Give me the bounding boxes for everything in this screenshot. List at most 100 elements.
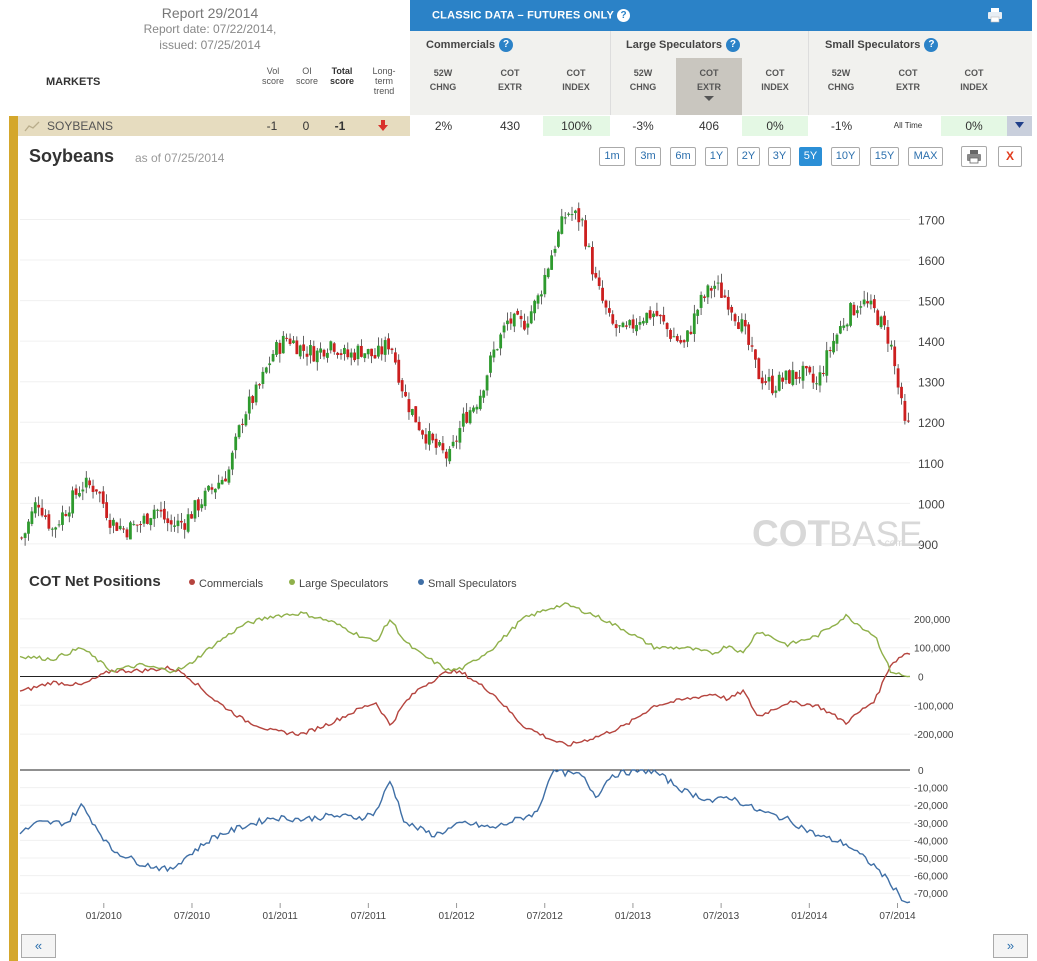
as-of-date: as of 07/25/2014 — [135, 151, 225, 165]
candle-body — [397, 359, 401, 383]
candle-body — [842, 325, 846, 328]
candle-body — [733, 314, 737, 322]
legend[interactable]: Commercials Large Speculators Small Spec… — [189, 578, 517, 590]
next-button[interactable]: » — [993, 934, 1028, 958]
candle-body — [577, 208, 581, 223]
candle-body — [526, 323, 530, 328]
candle-body — [648, 310, 652, 319]
prev-button[interactable]: « — [21, 934, 56, 958]
x-tick-label: 01/2010 — [86, 911, 123, 922]
commercials-line — [19, 652, 911, 747]
timeframe-6m[interactable]: 6m — [670, 147, 696, 166]
candle-body — [563, 217, 567, 219]
expand-toggle[interactable] — [1007, 116, 1032, 136]
candle-body — [821, 372, 825, 375]
candle-body — [818, 372, 822, 386]
timeframe-max[interactable]: MAX — [908, 147, 943, 166]
help-icon[interactable]: ? — [924, 38, 939, 52]
candle-body — [771, 375, 774, 394]
candle-body — [227, 469, 231, 483]
large-cot-index-header[interactable]: COT INDEX — [761, 68, 789, 92]
table-row[interactable] — [18, 116, 410, 136]
sort-down-icon[interactable] — [703, 95, 715, 102]
small-tick-label: -10,000 — [914, 784, 948, 795]
candle-body — [322, 349, 326, 357]
candle-body — [689, 331, 693, 334]
timeframe-2y[interactable]: 2Y — [737, 147, 760, 166]
candle-body — [825, 350, 829, 376]
candle-body — [801, 365, 805, 381]
report-title: Report 29/2014 — [161, 5, 259, 21]
candle-body — [692, 313, 696, 335]
candle-body — [20, 537, 24, 539]
candle-body — [475, 406, 479, 410]
candle-body — [254, 384, 258, 403]
candle-body — [414, 406, 418, 423]
candle-body — [815, 383, 818, 385]
help-icon[interactable]: ? — [499, 38, 514, 52]
net-lines — [19, 602, 911, 747]
candle-body — [302, 344, 306, 351]
candle-body — [883, 315, 886, 326]
timeframe-5y[interactable]: 5Y — [799, 147, 822, 166]
timeframe-3m[interactable]: 3m — [635, 147, 661, 166]
candle-body — [176, 520, 180, 527]
comm-cot-index-header[interactable]: COT INDEX — [562, 68, 590, 92]
candle-body — [750, 345, 754, 347]
trend-header: Long-term trend — [372, 66, 396, 96]
comm-52w-header[interactable]: 52W CHNG — [429, 68, 457, 92]
candle-body — [40, 507, 44, 516]
candle-body — [465, 411, 469, 423]
help-icon[interactable]: ? — [617, 9, 631, 22]
small-cot-index-header[interactable]: COT INDEX — [960, 68, 988, 92]
candle-body — [135, 524, 139, 526]
expand-down-icon[interactable] — [1007, 116, 1032, 136]
large-speculators-line — [19, 602, 911, 678]
candle-body — [217, 482, 221, 489]
candle-body — [696, 309, 700, 316]
large-cot-extr-header[interactable]: COT EXTR — [696, 68, 721, 92]
candle-body — [543, 274, 547, 295]
candle-body — [726, 296, 730, 310]
classic-data-title: CLASSIC DATA – FUTURES ONLY ? — [432, 9, 631, 22]
candle-body — [791, 370, 795, 385]
candle-body — [142, 515, 146, 524]
candle-body — [431, 433, 435, 441]
oi-score-header: OI score — [295, 66, 318, 86]
timeframe-3y[interactable]: 3Y — [768, 147, 791, 166]
timeframe-1m[interactable]: 1m — [599, 147, 625, 166]
candle-body — [567, 213, 571, 215]
close-button[interactable]: X — [998, 146, 1022, 167]
legend-large: Large Speculators — [299, 578, 389, 590]
timeframe-10y[interactable]: 10Y — [831, 147, 860, 166]
candle-body — [716, 282, 720, 284]
candle-body — [754, 349, 757, 360]
net-tick-label: 200,000 — [914, 615, 951, 626]
large-52w-header[interactable]: 52W CHNG — [629, 68, 657, 92]
help-icon[interactable]: ? — [725, 38, 740, 52]
candle-body — [879, 316, 883, 328]
small-lines — [19, 768, 911, 904]
small-cot-extr-header[interactable]: COT EXTR — [895, 68, 920, 92]
candle-body — [747, 324, 751, 345]
markets-header: MARKETS — [46, 76, 101, 88]
print-icon[interactable] — [962, 147, 986, 166]
comm-cot-extr-header[interactable]: COT EXTR — [497, 68, 522, 92]
candle-body — [614, 324, 618, 329]
chart-print-button[interactable] — [961, 146, 987, 167]
candle-body — [764, 381, 768, 383]
candle-body — [587, 245, 591, 247]
print-icon[interactable] — [987, 7, 1003, 23]
candle-body — [590, 247, 594, 275]
candle-body — [298, 345, 302, 357]
candle-body — [339, 353, 343, 356]
small-52w-header[interactable]: 52W CHNG — [827, 68, 855, 92]
timeframe-15y[interactable]: 15Y — [870, 147, 899, 166]
candle-body — [903, 400, 907, 421]
candle-body — [251, 396, 255, 403]
market-name[interactable]: SOYBEANS — [47, 119, 114, 133]
candle-body — [376, 345, 380, 357]
net-tick-label: -200,000 — [914, 730, 954, 741]
timeframe-1y[interactable]: 1Y — [705, 147, 728, 166]
candle-body — [98, 491, 102, 494]
